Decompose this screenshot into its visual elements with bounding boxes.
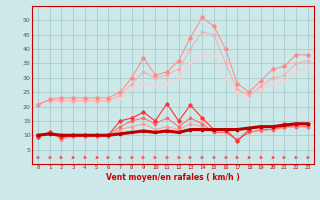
X-axis label: Vent moyen/en rafales ( km/h ): Vent moyen/en rafales ( km/h ) xyxy=(106,173,240,182)
